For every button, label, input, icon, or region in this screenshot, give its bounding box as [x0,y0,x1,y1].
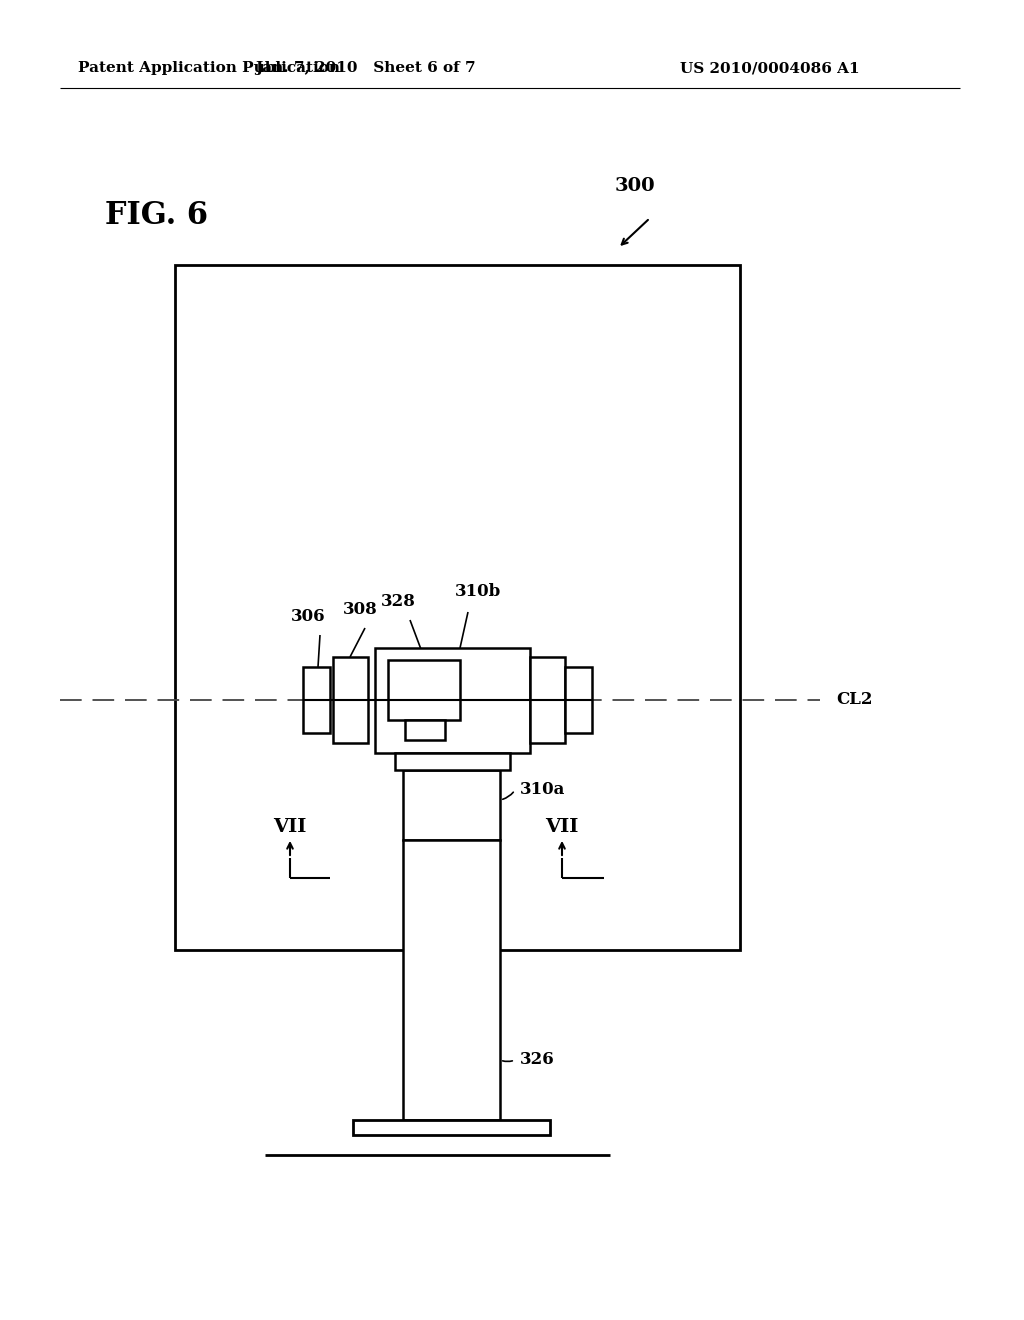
Bar [406,719,445,741]
Text: Jan. 7, 2010   Sheet 6 of 7: Jan. 7, 2010 Sheet 6 of 7 [255,61,475,75]
Text: 306: 306 [291,609,326,624]
Text: 310b: 310b [455,583,502,601]
Bar [395,752,510,770]
Bar [403,840,500,1119]
Text: 300: 300 [614,177,655,195]
Text: FIG. 6: FIG. 6 [105,201,208,231]
Bar [403,770,500,840]
Bar [375,648,530,752]
Bar [530,657,565,743]
Text: 308: 308 [343,601,378,618]
Text: Patent Application Publication: Patent Application Publication [78,61,340,75]
Bar [353,1119,550,1135]
Bar [388,660,460,719]
Text: 326: 326 [520,1052,555,1068]
Text: VII: VII [273,818,306,836]
Bar [565,667,592,733]
Bar [175,265,740,950]
Text: 310a: 310a [520,781,565,799]
Bar [333,657,368,743]
Bar [303,667,330,733]
Text: VII: VII [546,818,579,836]
Text: 328: 328 [381,593,416,610]
Text: US 2010/0004086 A1: US 2010/0004086 A1 [680,61,860,75]
Text: CL2: CL2 [836,692,872,709]
